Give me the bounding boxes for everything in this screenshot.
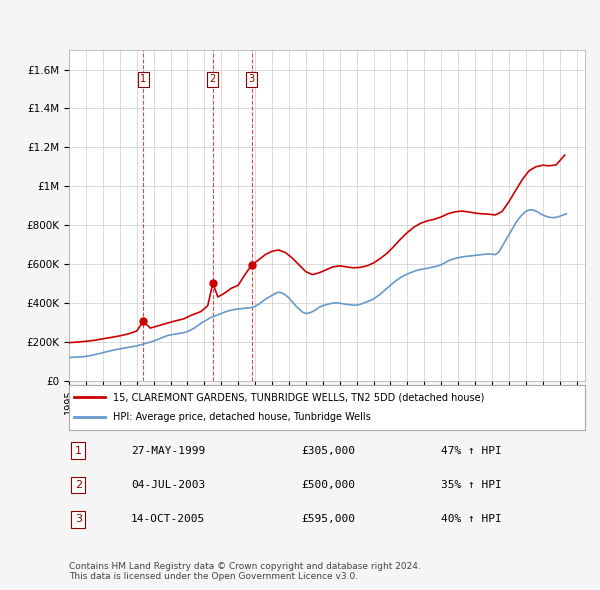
Text: 47% ↑ HPI: 47% ↑ HPI: [440, 446, 501, 455]
Text: 3: 3: [75, 514, 82, 524]
Text: £595,000: £595,000: [301, 514, 355, 524]
Text: 2: 2: [209, 74, 216, 84]
Text: £500,000: £500,000: [301, 480, 355, 490]
Text: 35% ↑ HPI: 35% ↑ HPI: [440, 480, 501, 490]
Text: 1: 1: [75, 446, 82, 455]
Text: £305,000: £305,000: [301, 446, 355, 455]
Text: 27-MAY-1999: 27-MAY-1999: [131, 446, 205, 455]
Text: 1: 1: [140, 74, 146, 84]
Text: HPI: Average price, detached house, Tunbridge Wells: HPI: Average price, detached house, Tunb…: [113, 412, 371, 422]
Text: Contains HM Land Registry data © Crown copyright and database right 2024.
This d: Contains HM Land Registry data © Crown c…: [69, 562, 421, 581]
Text: 14-OCT-2005: 14-OCT-2005: [131, 514, 205, 524]
Text: 04-JUL-2003: 04-JUL-2003: [131, 480, 205, 490]
Text: 40% ↑ HPI: 40% ↑ HPI: [440, 514, 501, 524]
Text: 2: 2: [75, 480, 82, 490]
Text: 3: 3: [248, 74, 255, 84]
Text: 15, CLAREMONT GARDENS, TUNBRIDGE WELLS, TN2 5DD (detached house): 15, CLAREMONT GARDENS, TUNBRIDGE WELLS, …: [113, 392, 484, 402]
